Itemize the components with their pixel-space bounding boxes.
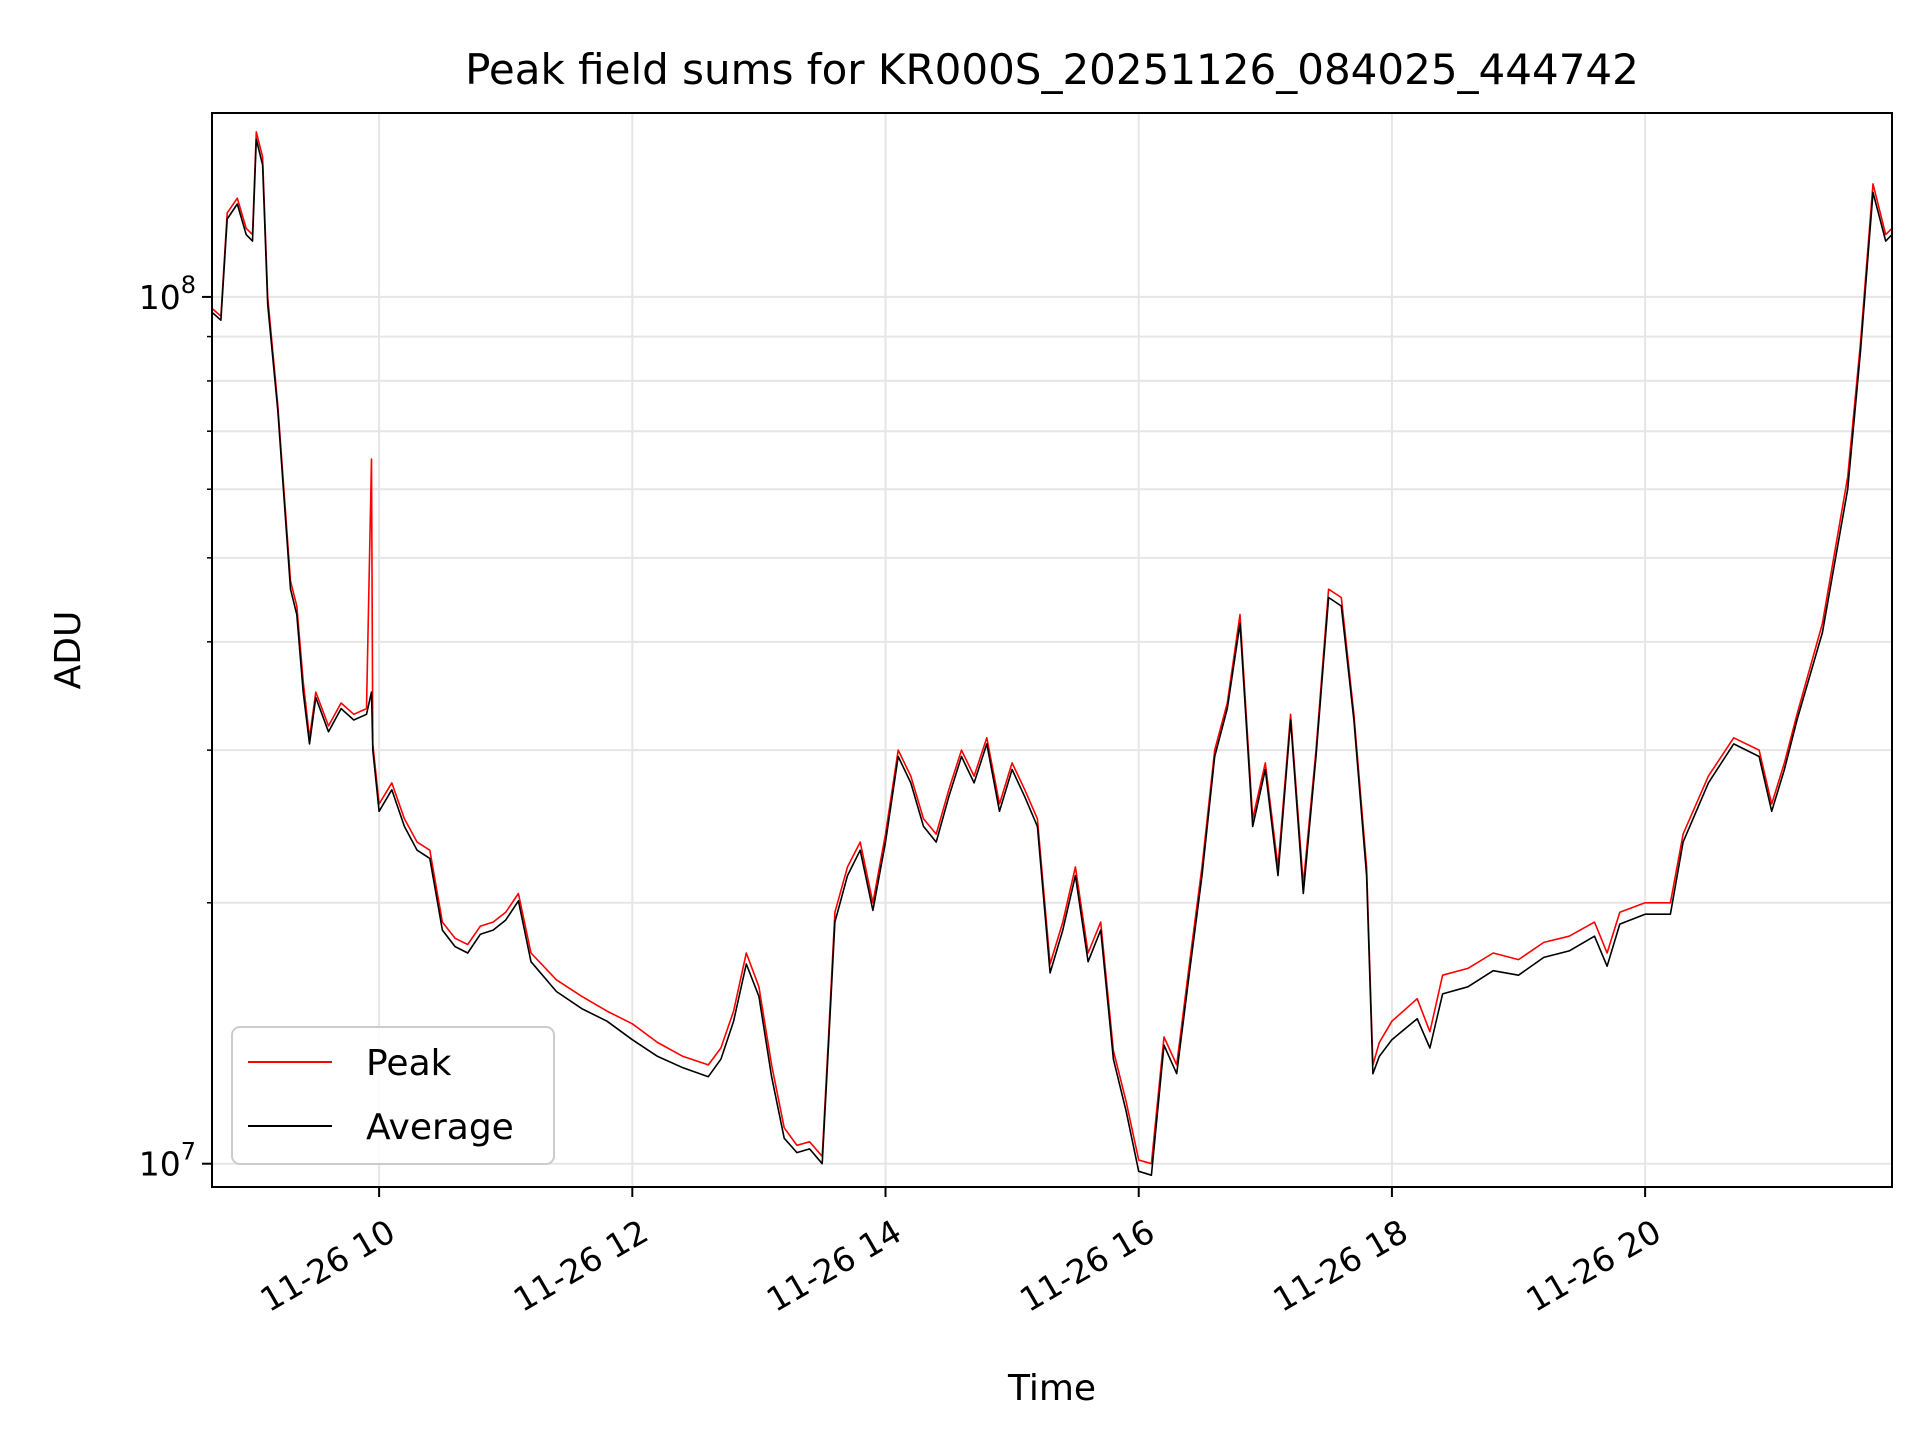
y-axis: 107 108 [139,271,212,1184]
plot-frame [211,112,1893,1188]
plot-area [212,113,1892,1187]
series-line-average [211,138,1893,1176]
y-tick-label: 107 [139,1138,196,1184]
series-layer [211,131,1893,1176]
chart-title: Peak field sums for KR000S_20251126_0840… [465,45,1639,94]
y-axis-label: ADU [48,611,89,690]
gridlines [212,113,1892,1187]
legend-label-peak: Peak [366,1043,452,1084]
x-axis-label: Time [1007,1368,1096,1409]
legend: Peak Average [231,1026,555,1165]
y-tick-label: 108 [139,271,196,317]
legend-label-average: Average [366,1107,514,1148]
